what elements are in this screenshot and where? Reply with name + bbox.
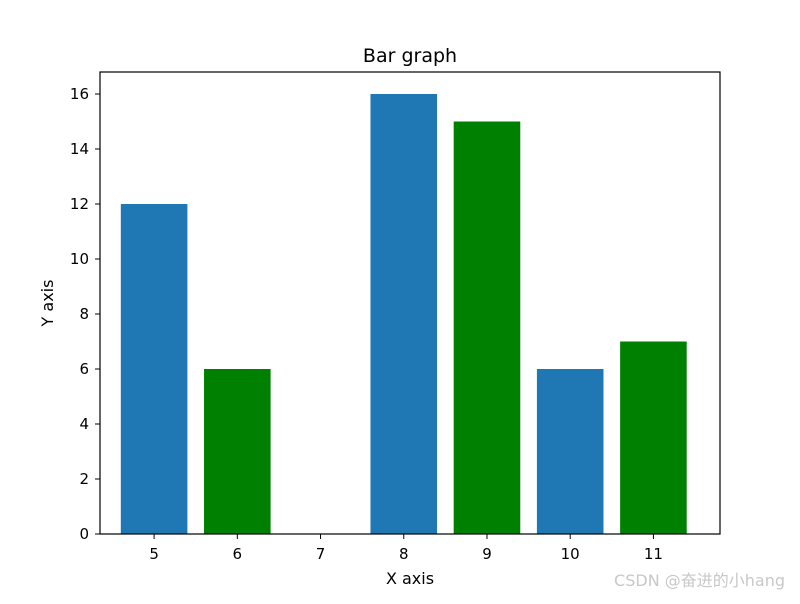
y-axis-label: Y axis <box>38 280 57 328</box>
bar-series-2-x-9 <box>453 121 521 534</box>
y-tick-label-5: 10 <box>70 250 89 268</box>
x-tick-label-4: 9 <box>482 545 492 563</box>
x-tick-label-6: 11 <box>644 545 663 563</box>
bar-series-1-x-5 <box>120 204 188 534</box>
x-tick-label-2: 7 <box>316 545 326 563</box>
x-tick-label-3: 8 <box>399 545 409 563</box>
y-tick-label-8: 16 <box>70 85 89 103</box>
y-tick-label-1: 2 <box>79 470 89 488</box>
bars-layer <box>120 94 687 534</box>
x-tick-label-5: 10 <box>561 545 580 563</box>
watermark-text: CSDN @奋进的小hang <box>614 571 785 590</box>
x-tick-label-1: 6 <box>233 545 243 563</box>
bar-series-1-x-10 <box>536 369 604 534</box>
bar-series-1-x-8 <box>370 94 438 534</box>
y-tick-label-3: 6 <box>79 360 89 378</box>
ticks-layer: 5 6 7 8 9 10 11 0 2 4 6 8 10 12 14 16 <box>70 85 663 563</box>
bar-series-2-x-11 <box>620 341 687 534</box>
x-tick-label-0: 5 <box>149 545 159 563</box>
y-tick-label-0: 0 <box>79 525 89 543</box>
y-tick-label-4: 8 <box>79 305 89 323</box>
y-tick-label-7: 14 <box>70 140 89 158</box>
y-tick-label-2: 4 <box>79 415 89 433</box>
plot-frame <box>99 71 721 535</box>
bar-series-2-x-6 <box>204 369 271 534</box>
x-axis-label: X axis <box>386 569 434 588</box>
y-tick-label-6: 12 <box>70 195 89 213</box>
chart-title: Bar graph <box>363 45 457 67</box>
